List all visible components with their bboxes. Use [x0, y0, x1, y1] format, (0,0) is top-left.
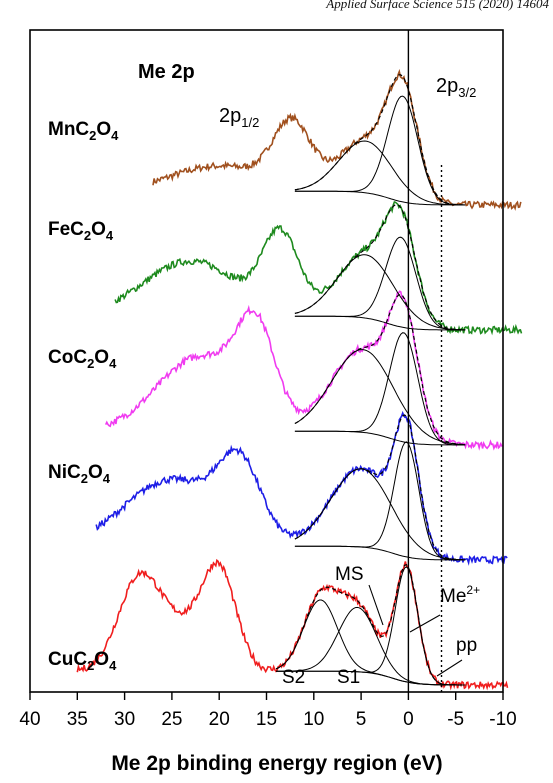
x-tick-label-9: -5	[447, 709, 464, 730]
annotation-s1: S1	[337, 667, 360, 688]
fit-component-fe-0	[294, 236, 466, 331]
x-tick-label-3: 25	[161, 709, 182, 730]
compound-label-mn: MnC2O4	[48, 119, 119, 143]
fit-component-mn-0	[294, 95, 466, 206]
peak-label-2p32: 2p3/2	[436, 75, 476, 100]
fit-envelope-cu	[275, 564, 466, 686]
annotation-me2plus: Me2+	[440, 583, 480, 607]
x-tick-label-6: 10	[303, 709, 324, 730]
fit-background-ni	[294, 545, 466, 561]
fit-envelope-co	[294, 293, 466, 446]
fit-component-ni-1	[294, 468, 466, 561]
compound-labels: MnC2O4 FeC2O4 CoC2O4 NiC2O4 CuC2O4	[48, 119, 119, 673]
x-tick-label-0: 40	[19, 709, 40, 730]
x-tick-label-1: 35	[67, 709, 88, 730]
spectrum-co	[104, 290, 503, 451]
x-tick-label-10: -10	[489, 709, 516, 730]
ms-pointer	[368, 584, 384, 626]
fit-component-cu-2	[276, 606, 466, 686]
x-tick-label-4: 20	[209, 709, 230, 730]
compound-label-co: CoC2O4	[48, 347, 117, 371]
compound-label-ni: NiC2O4	[48, 462, 111, 486]
annotation-ms: MS	[335, 564, 364, 585]
fit-envelope-ni	[294, 414, 466, 561]
pp-pointer	[436, 659, 463, 677]
spectrum-ni	[95, 410, 508, 566]
annotation-pp: pp	[456, 635, 477, 656]
x-tick-label-8: 0	[403, 709, 414, 730]
fit-component-co-1	[294, 349, 466, 446]
chart-title: Me 2p	[138, 61, 195, 83]
x-axis-label: Me 2p binding energy region (eV)	[111, 752, 442, 775]
me2plus-pointer	[409, 614, 441, 633]
x-tick-label-7: 5	[356, 709, 367, 730]
annotation-s2: S2	[282, 667, 305, 688]
x-tick-label-5: 15	[256, 709, 277, 730]
x-tick-label-2: 30	[114, 709, 135, 730]
fit-component-co-0	[294, 332, 466, 446]
fit-envelope-fe	[294, 203, 466, 331]
compound-label-fe: FeC2O4	[48, 219, 114, 243]
peak-label-2p12: 2p1/2	[219, 105, 259, 130]
fit-layer	[275, 74, 466, 686]
fit-component-ni-0	[294, 441, 466, 561]
fit-envelope-mn	[294, 74, 466, 206]
spectrum-fe	[114, 201, 523, 336]
compound-label-cu: CuC2O4	[48, 649, 117, 673]
x-axis-ticks: 40 35 30 25 20 15 10 5 0 -5 -10	[19, 692, 517, 730]
fit-component-fe-1	[294, 254, 466, 331]
spectrum-mn	[152, 68, 522, 211]
journal-header: Applied Surface Science 515 (2020) 14604	[326, 0, 549, 11]
spectrum-cu	[76, 558, 509, 691]
